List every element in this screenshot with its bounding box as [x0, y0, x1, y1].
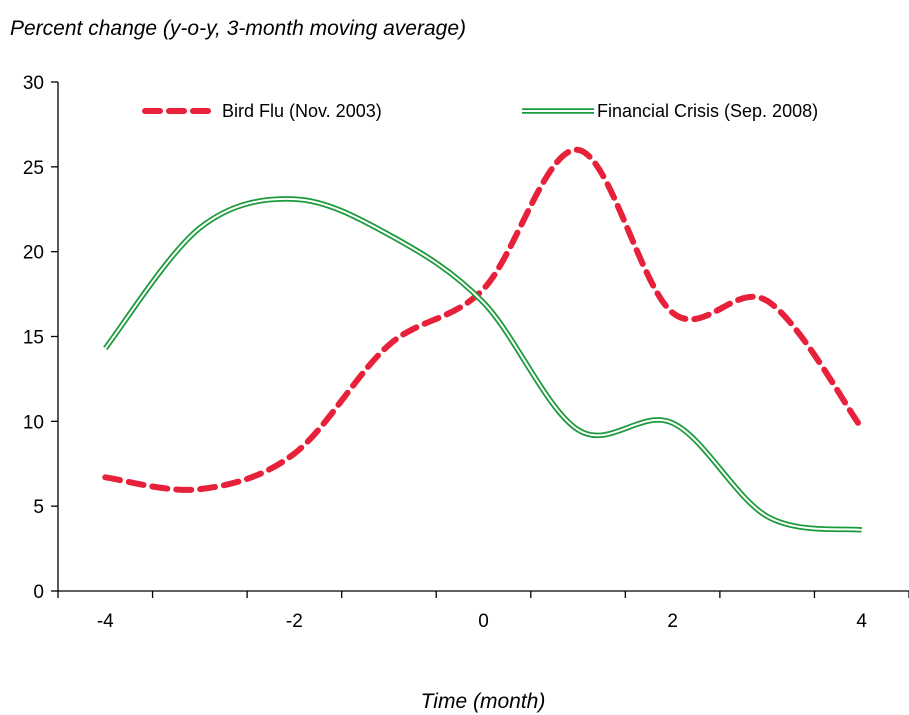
y-tick-label: 25 [23, 158, 44, 179]
legend-label-financial-crisis: Financial Crisis (Sep. 2008) [597, 101, 818, 121]
series-bird-flu-line [102, 146, 865, 493]
x-tick-label: -4 [97, 611, 114, 632]
x-tick-label: 4 [856, 611, 867, 632]
x-tick-label: 2 [667, 611, 678, 632]
y-tick-label: 5 [33, 497, 44, 518]
x-axis: -4 -2 0 2 4 [57, 590, 909, 632]
y-tick-label: 10 [23, 412, 44, 433]
x-tick-label: 0 [478, 611, 489, 632]
legend: Bird Flu (Nov. 2003) Financial Crisis (S… [142, 101, 818, 121]
y-tick-label: 15 [23, 328, 44, 349]
x-axis-title: Time (month) [421, 690, 546, 713]
x-tick-label: -2 [286, 611, 303, 632]
y-axis: 0 5 10 15 20 25 30 [23, 73, 59, 603]
y-axis-title: Percent change (y-o-y, 3-month moving av… [10, 17, 466, 40]
series-financial-crisis-line-inner [104, 197, 862, 531]
y-tick-label: 20 [23, 243, 44, 264]
y-tick-label: 0 [33, 582, 44, 603]
legend-label-bird-flu: Bird Flu (Nov. 2003) [222, 101, 382, 121]
series-layer [102, 146, 865, 533]
series-financial-crisis-line [103, 196, 863, 533]
y-tick-label: 30 [23, 73, 44, 94]
